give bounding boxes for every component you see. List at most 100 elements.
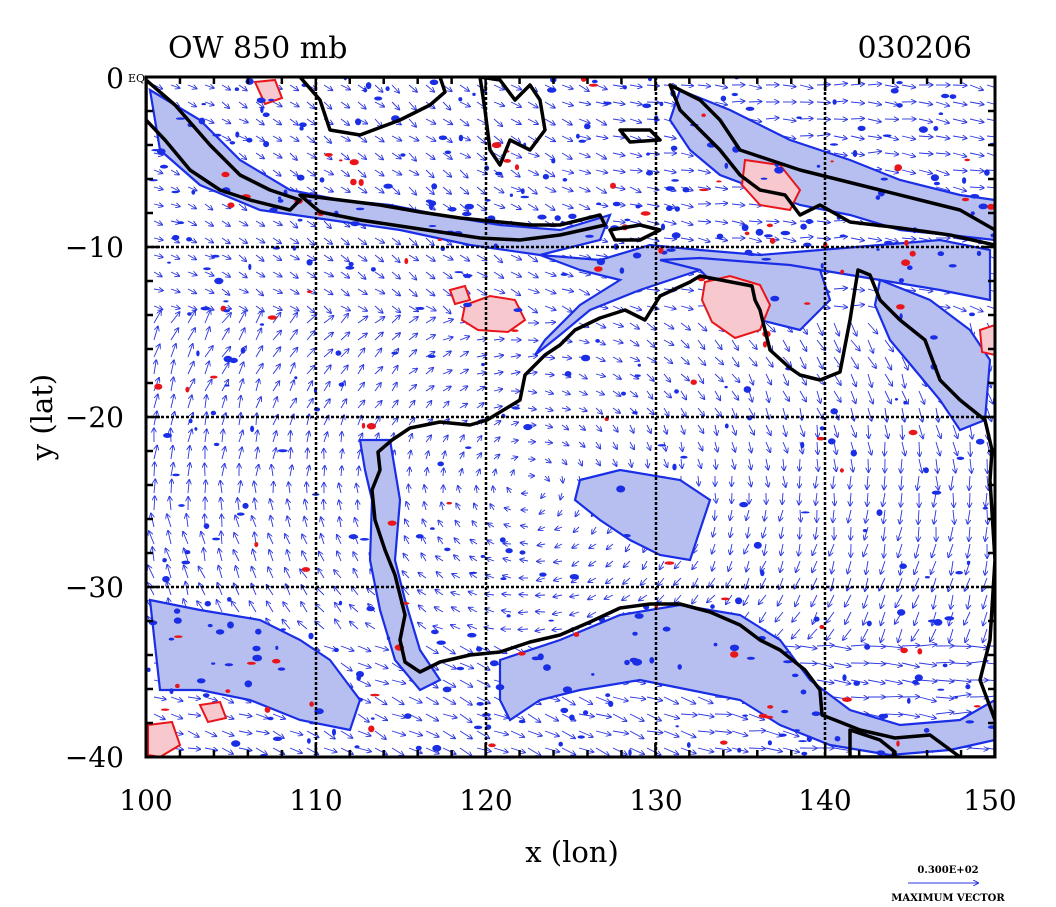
positive-speck [244,680,253,688]
wind-vector [646,238,659,241]
wind-vector [578,118,590,123]
wind-vector [425,645,438,653]
wind-vector [680,153,693,156]
wind-vector [510,118,521,124]
wind-vector [595,136,607,138]
wind-vector [442,402,449,409]
positive-speck [531,656,541,661]
wind-vector [187,306,197,310]
wind-vector [187,187,197,191]
wind-vector [578,102,590,104]
wind-vector [374,645,388,650]
wind-vector [255,152,264,159]
positive-speck [674,389,679,394]
positive-speck [930,335,938,340]
wind-vector [271,465,273,477]
wind-vector [570,612,580,615]
wind-vector [510,254,521,260]
wind-vector [759,594,767,604]
wind-vector [867,663,885,664]
positive-speck [966,560,971,566]
wind-vector [323,333,333,341]
wind-vector [340,84,350,90]
positive-speck [404,713,412,719]
wind-vector [391,383,397,392]
positive-speck [562,686,573,693]
positive-speck [671,179,679,182]
wind-vector [969,153,984,156]
wind-vector [170,289,180,292]
wind-vector [270,516,273,528]
x-tick-label: 150 [963,784,1016,817]
wind-vector [356,484,358,494]
wind-vector [595,356,605,361]
wind-vector [510,203,521,209]
wind-vector [425,317,435,324]
wind-vector [781,543,783,555]
wind-vector [782,441,787,453]
wind-vector [657,594,665,602]
wind-vector [816,680,834,683]
wind-vector [728,560,733,571]
wind-vector [306,349,315,358]
wind-vector [527,391,536,393]
wind-vector [374,169,384,176]
wind-vector [544,391,553,394]
negative-speck [301,567,311,572]
wind-vector [374,383,381,392]
wind-vector [630,458,632,467]
wind-vector [171,480,172,494]
wind-vector [663,407,669,416]
wind-vector [335,619,342,630]
wind-vector [833,679,850,684]
positive-speck [624,659,630,666]
positive-speck [760,569,765,577]
positive-speck [558,741,563,747]
positive-speck [184,550,191,555]
wind-vector [289,730,302,735]
wind-vector [290,465,292,477]
positive-speck [203,267,211,271]
positive-speck [363,87,367,93]
wind-vector [968,509,970,524]
wind-vector [238,328,245,341]
wind-vector [595,696,610,703]
wind-vector [273,448,276,460]
wind-vector [340,237,349,244]
wind-vector [272,220,282,225]
wind-vector [306,315,316,324]
positive-speck [742,714,749,717]
positive-speck [987,725,995,729]
positive-speck [178,504,185,507]
wind-vector [204,730,216,736]
wind-vector [816,238,830,239]
wind-vector [935,697,954,699]
wind-vector [714,373,723,381]
positive-speck [899,563,907,569]
wind-vector [459,352,468,358]
wind-vector [646,204,659,206]
wind-vector [323,101,331,109]
wind-vector [595,730,611,735]
wind-vector [612,731,628,734]
wind-vector [879,577,886,591]
wind-vector [255,346,262,358]
wind-vector [606,577,614,583]
wind-vector [969,187,984,188]
wind-vector [267,602,274,613]
wind-vector [850,84,864,85]
wind-vector [967,543,970,558]
wind-vector [629,356,639,361]
positive-speck [774,166,784,174]
y-tick-labels: 0 EQ −10 −20 −30 −40 [65,62,145,774]
wind-vector [845,594,852,607]
wind-vector [217,600,223,613]
positive-speck [472,92,476,96]
wind-vector [595,391,604,395]
negative-speck [690,379,697,385]
positive-speck [163,433,172,438]
wind-vector [680,714,697,715]
wind-vector [663,696,678,704]
wind-vector [713,526,715,537]
wind-vector [596,458,600,465]
